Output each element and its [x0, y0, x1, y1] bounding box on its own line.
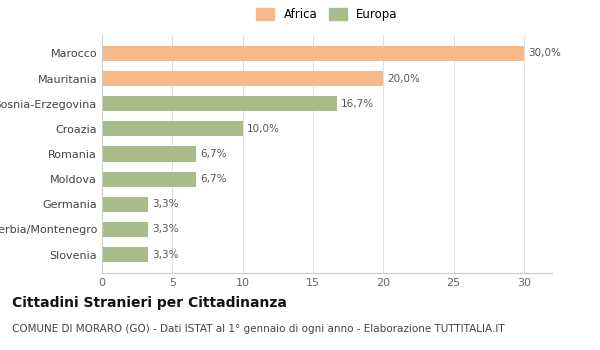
Text: COMUNE DI MORARO (GO) - Dati ISTAT al 1° gennaio di ogni anno - Elaborazione TUT: COMUNE DI MORARO (GO) - Dati ISTAT al 1°… — [12, 324, 505, 334]
Text: 6,7%: 6,7% — [200, 174, 227, 184]
Text: 3,3%: 3,3% — [152, 224, 179, 234]
Bar — [102, 222, 148, 237]
Text: 10,0%: 10,0% — [247, 124, 280, 134]
Text: 6,7%: 6,7% — [200, 149, 227, 159]
Text: 16,7%: 16,7% — [341, 99, 374, 109]
Bar — [102, 71, 383, 86]
Bar — [102, 46, 524, 61]
Bar — [102, 146, 196, 162]
Text: Cittadini Stranieri per Cittadinanza: Cittadini Stranieri per Cittadinanza — [12, 296, 287, 310]
Bar — [102, 121, 242, 136]
Text: 30,0%: 30,0% — [528, 48, 561, 58]
Legend: Africa, Europa: Africa, Europa — [253, 4, 401, 25]
Bar — [102, 96, 337, 111]
Text: 20,0%: 20,0% — [388, 74, 421, 84]
Bar — [102, 197, 148, 212]
Bar — [102, 247, 148, 262]
Text: 3,3%: 3,3% — [152, 250, 179, 260]
Text: 3,3%: 3,3% — [152, 199, 179, 209]
Bar — [102, 172, 196, 187]
